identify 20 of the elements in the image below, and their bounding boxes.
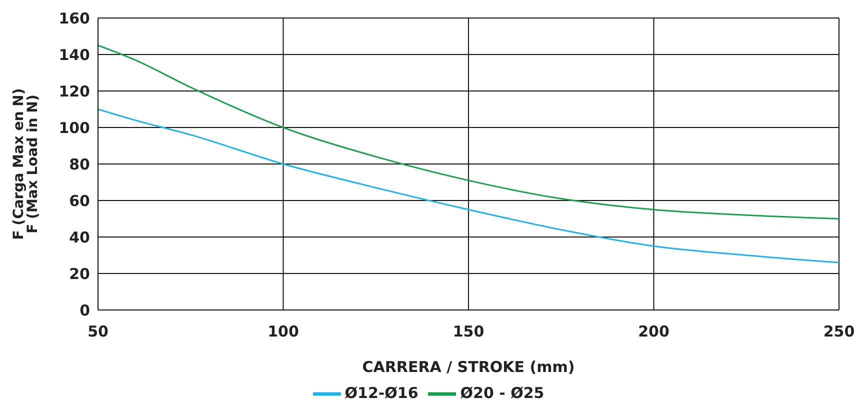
x-tick-label: 100 [268,322,299,341]
x-tick-label: 200 [638,322,670,341]
y-tick-label: 60 [69,192,90,210]
legend-label: Ø20 - Ø25 [460,384,544,402]
x-axis-title: CARRERA / STROKE (mm) [362,358,575,376]
y-tick-label: 120 [58,82,90,100]
line-series [98,108,839,264]
y-tick-label: 100 [58,118,90,137]
y-tick-label: 20 [69,264,90,283]
x-tick-label: 150 [452,322,484,341]
x-tick-label: 50 [88,322,108,341]
y-tick-label: 80 [69,155,90,174]
line-series [98,44,839,220]
y-tick-label: 40 [69,228,90,246]
x-tick-label: 250 [823,322,855,341]
y-tick-label: 0 [80,301,90,320]
y-axis-title: F (Carga Max en N) F (Max Load in N) [11,88,41,240]
legend-label: Ø12-Ø16 [344,384,418,402]
y-tick-label: 160 [58,9,90,28]
y-tick-label: 140 [58,46,90,64]
